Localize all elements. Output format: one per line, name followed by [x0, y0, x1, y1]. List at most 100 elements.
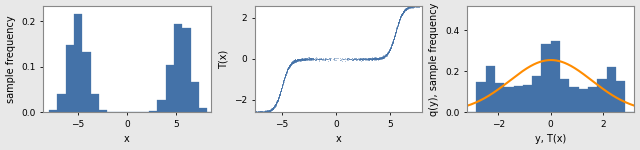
Point — [314, 58, 324, 60]
Point — [292, 60, 302, 63]
Point — [257, 111, 268, 113]
Point — [250, 111, 260, 114]
Point — [346, 57, 356, 60]
Point — [279, 78, 289, 80]
Point — [250, 112, 260, 115]
Point — [280, 75, 290, 77]
Point — [382, 53, 392, 55]
Point — [382, 52, 392, 55]
Point — [273, 97, 284, 99]
Point — [376, 56, 387, 58]
Point — [417, 4, 428, 6]
Point — [408, 5, 419, 8]
Point — [408, 5, 418, 7]
Point — [270, 103, 280, 106]
Point — [250, 111, 260, 114]
Point — [269, 105, 279, 108]
Point — [355, 57, 365, 59]
Point — [393, 21, 403, 23]
Point — [288, 61, 298, 64]
Point — [346, 58, 356, 61]
Point — [274, 96, 284, 98]
Point — [417, 4, 428, 7]
Point — [388, 36, 399, 39]
Point — [382, 51, 392, 54]
Point — [310, 59, 320, 61]
Point — [365, 58, 375, 61]
Point — [268, 107, 278, 109]
Point — [292, 60, 302, 62]
Point — [281, 72, 291, 74]
Point — [403, 7, 413, 9]
Point — [255, 111, 265, 114]
Point — [394, 21, 404, 23]
Point — [413, 4, 424, 7]
Point — [411, 4, 421, 7]
Point — [413, 5, 424, 8]
Point — [407, 6, 417, 8]
Point — [379, 55, 389, 57]
Point — [388, 36, 399, 38]
Point — [368, 57, 378, 60]
Point — [264, 109, 275, 111]
Point — [385, 47, 395, 50]
Point — [413, 5, 423, 8]
Point — [407, 4, 417, 7]
Point — [291, 60, 301, 62]
Point — [366, 58, 376, 61]
Point — [255, 110, 265, 112]
Point — [415, 4, 426, 7]
Point — [412, 5, 422, 8]
Point — [292, 58, 303, 60]
Point — [380, 55, 390, 57]
Point — [417, 6, 428, 8]
Point — [310, 58, 321, 60]
Point — [376, 57, 387, 60]
Point — [273, 98, 283, 100]
Point — [377, 56, 387, 58]
Point — [383, 52, 393, 55]
Point — [257, 110, 267, 113]
Point — [284, 65, 294, 67]
Point — [252, 110, 262, 112]
Point — [392, 26, 403, 28]
Point — [404, 5, 414, 8]
Point — [273, 96, 284, 98]
Point — [250, 111, 260, 113]
Point — [271, 102, 281, 105]
Point — [275, 91, 285, 93]
Point — [384, 50, 394, 52]
Point — [382, 53, 392, 56]
Point — [398, 11, 408, 13]
Point — [296, 58, 306, 60]
Point — [417, 5, 428, 7]
Point — [282, 70, 292, 73]
Point — [259, 111, 269, 113]
Point — [367, 57, 378, 60]
Point — [361, 57, 371, 59]
Point — [260, 110, 270, 113]
Point — [250, 111, 260, 114]
Point — [297, 58, 307, 60]
Point — [387, 45, 397, 48]
Point — [396, 14, 406, 16]
Point — [371, 57, 381, 60]
Point — [378, 55, 388, 57]
Point — [287, 61, 297, 64]
Point — [280, 77, 290, 80]
Point — [398, 11, 408, 13]
Point — [417, 3, 428, 6]
Point — [364, 58, 374, 60]
Point — [250, 111, 260, 113]
Point — [301, 58, 311, 60]
Point — [390, 34, 400, 37]
Point — [264, 110, 275, 112]
Point — [287, 61, 298, 63]
Point — [250, 110, 260, 113]
Point — [299, 58, 309, 60]
Point — [255, 111, 265, 114]
Point — [378, 57, 388, 59]
Point — [290, 61, 300, 63]
Point — [417, 4, 428, 7]
Point — [358, 59, 368, 61]
